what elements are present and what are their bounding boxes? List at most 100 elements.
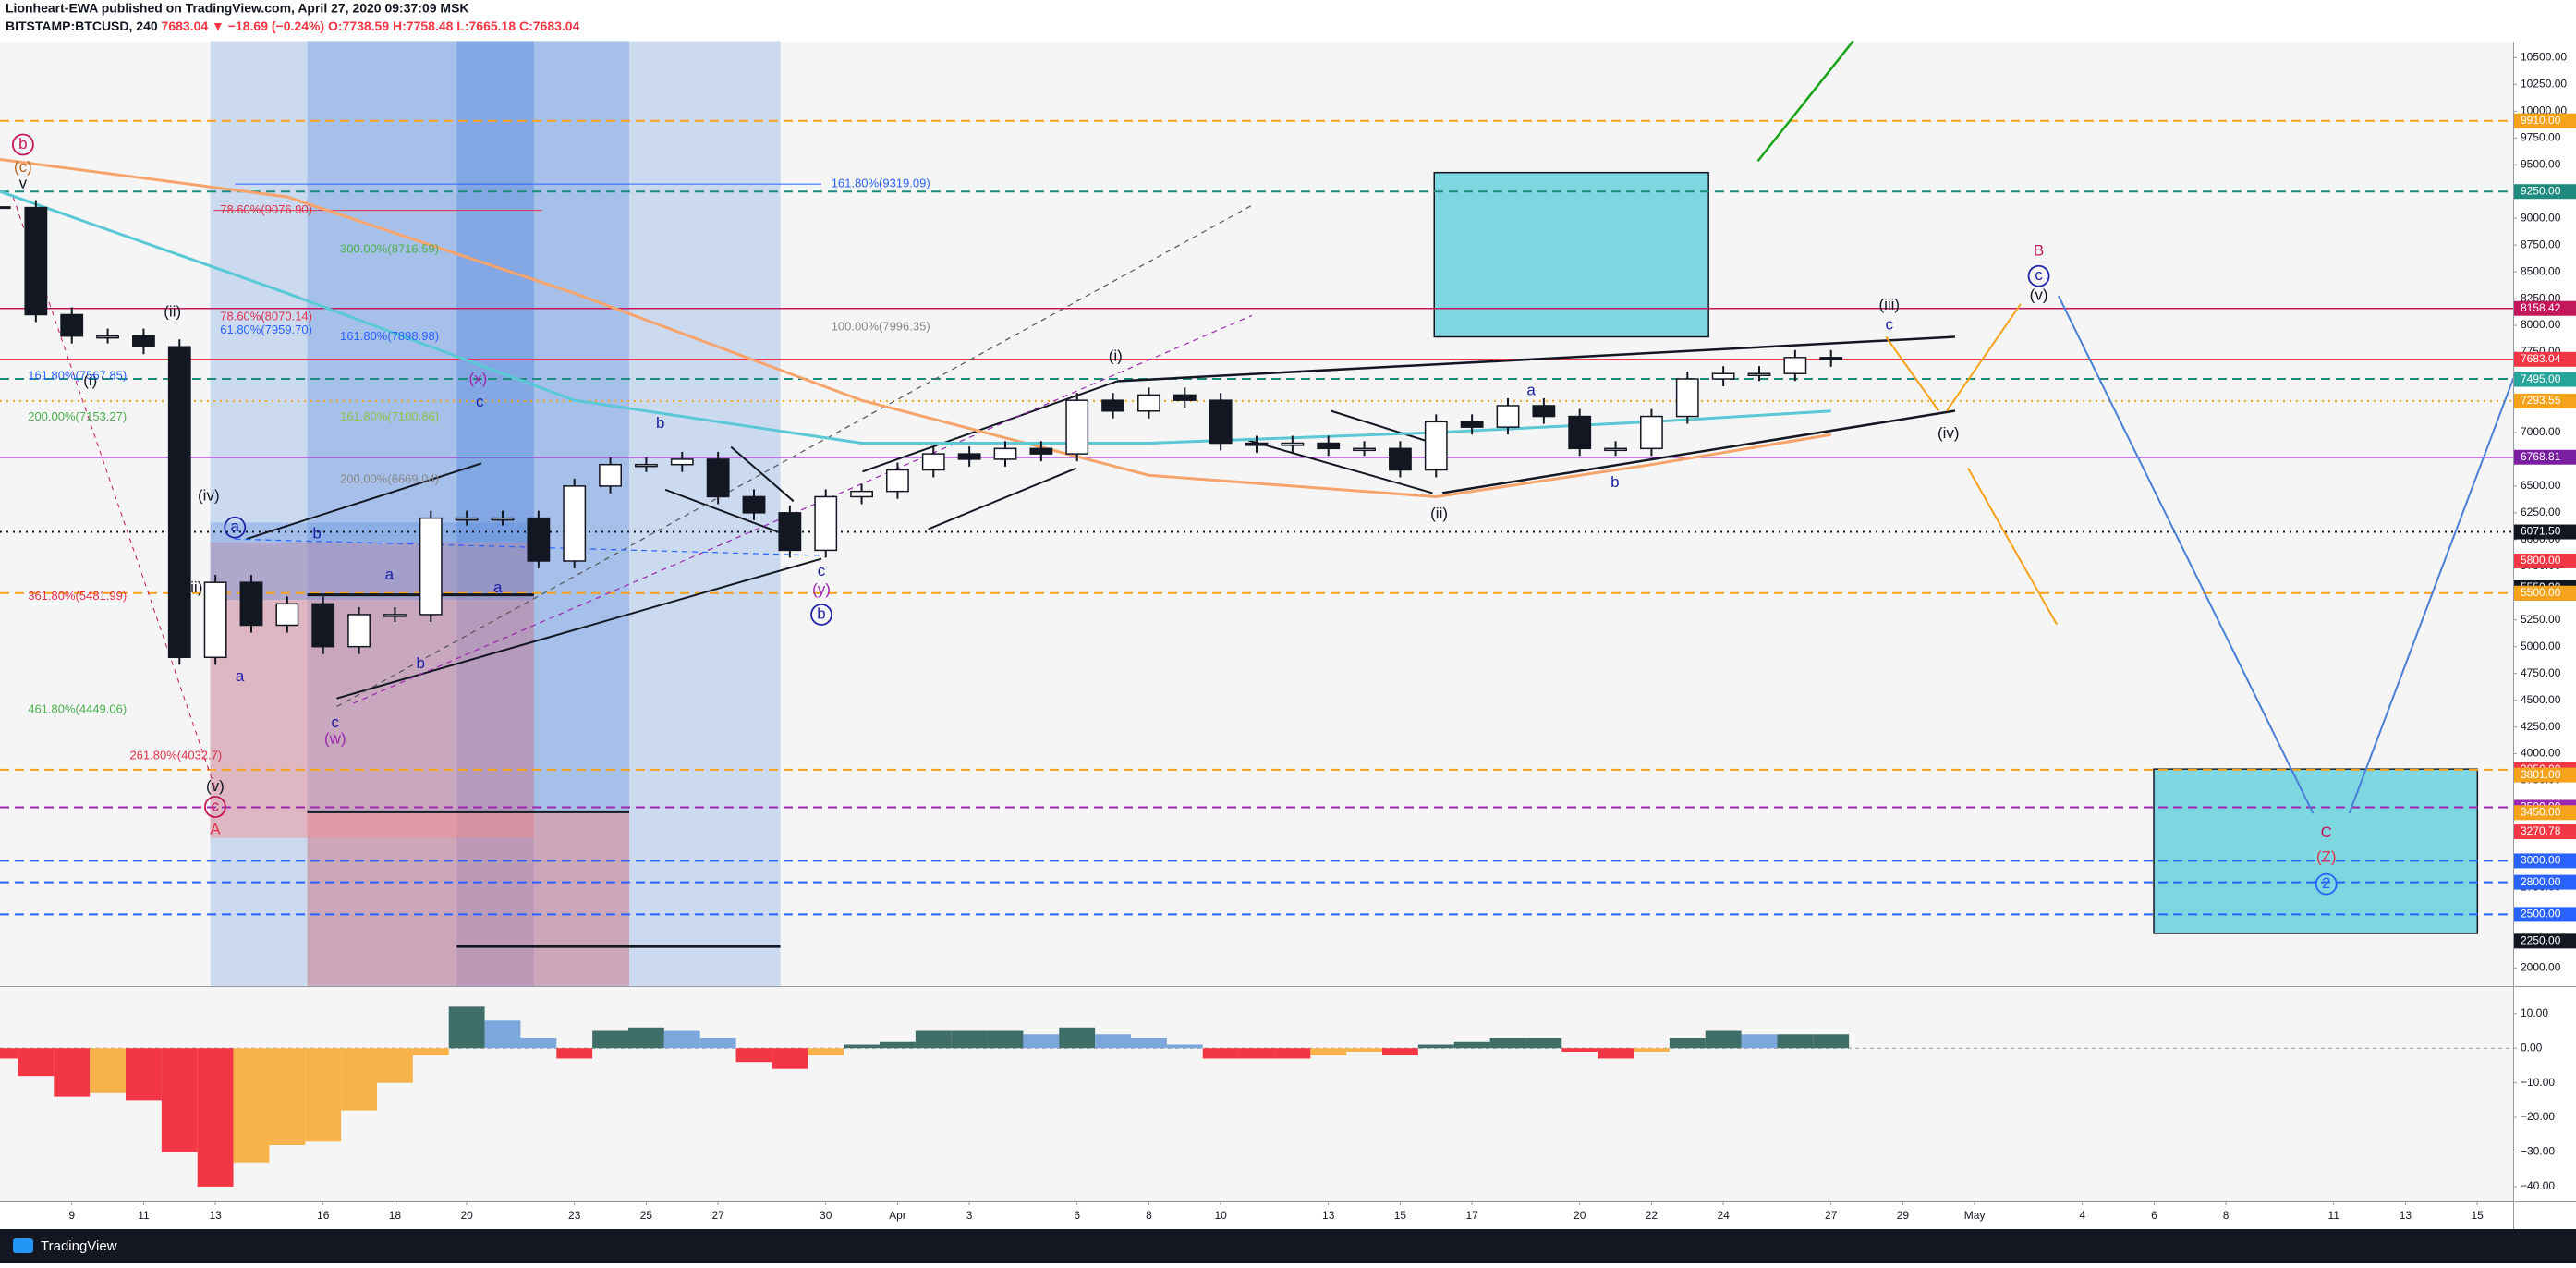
oscillator-bar <box>808 1048 844 1055</box>
oscillator-bar <box>1346 1048 1382 1052</box>
footer-logo <box>13 1238 33 1253</box>
candle <box>527 517 551 562</box>
footer-bar <box>0 1229 2576 1263</box>
oscillator-bar <box>1131 1038 1167 1049</box>
fib-label: 161.80%(9319.09) <box>832 177 930 190</box>
candle <box>1496 405 1520 428</box>
oscillator-bar <box>1453 1041 1490 1049</box>
shaded-zone <box>1433 171 1709 338</box>
x-tick-label: 20 <box>1574 1209 1586 1222</box>
y-tick-label: 10.00 <box>2521 1006 2548 1019</box>
candle <box>1783 357 1807 374</box>
oscillator-bar <box>1274 1048 1311 1059</box>
wave-label: (c) <box>14 158 32 176</box>
wave-circle <box>224 516 247 539</box>
wave-label: v <box>19 175 28 192</box>
trend-line <box>1967 468 2059 626</box>
candle <box>1245 442 1269 446</box>
candle <box>167 346 191 659</box>
fib-label: 100.00%(7996.35) <box>832 319 930 333</box>
oscillator-bar <box>628 1027 664 1049</box>
price-label-box <box>2514 853 2576 869</box>
wave-circle <box>204 796 226 818</box>
price-label-box <box>2514 874 2576 890</box>
candle <box>886 469 909 493</box>
candle <box>1424 421 1448 471</box>
candle <box>1353 447 1376 452</box>
wave-label: (iii) <box>182 579 203 596</box>
price-label-box <box>2514 933 2576 949</box>
oscillator-bar <box>1777 1034 1814 1049</box>
oscillator-bar <box>1634 1048 1670 1052</box>
candle <box>1604 447 1627 452</box>
trend-line <box>1441 409 1956 494</box>
oscillator-bar <box>520 1038 557 1049</box>
fib-label: 161.80%(7567.85) <box>28 369 127 383</box>
y-tick-label: 7000.00 <box>2521 425 2561 438</box>
price-label-box <box>2514 585 2576 601</box>
x-tick-label: 13 <box>1322 1209 1335 1222</box>
candle <box>850 490 873 498</box>
x-tick-label: 17 <box>1465 1209 1478 1222</box>
wave-label: c <box>476 393 484 410</box>
wave-label: (x) <box>469 370 488 387</box>
candle <box>1029 447 1053 455</box>
price-label-box <box>2514 524 2576 540</box>
trend-line <box>928 467 1077 530</box>
y-tick-label: 4250.00 <box>2521 720 2561 733</box>
candle <box>706 458 730 498</box>
price-label: 3270.78 <box>2521 824 2561 837</box>
oscillator-bar <box>844 1044 880 1049</box>
wave-label: b <box>656 414 664 432</box>
candle <box>1675 378 1699 418</box>
oscillator-bar <box>915 1030 952 1049</box>
y-tick-label: 9000.00 <box>2521 211 2561 224</box>
candle <box>60 313 84 337</box>
oscillator-bar <box>772 1048 808 1069</box>
wave-label: a <box>236 667 245 685</box>
candle <box>814 495 838 552</box>
candle <box>1317 442 1341 450</box>
price-label-box <box>2514 824 2576 840</box>
oscillator-bar <box>0 1048 18 1059</box>
oscillator-bar <box>1489 1038 1526 1049</box>
y-tick-label: 4000.00 <box>2521 747 2561 760</box>
price-label-box <box>2514 767 2576 783</box>
wave-label: b <box>312 524 321 542</box>
oscillator-bar <box>1561 1048 1598 1052</box>
candle <box>203 581 227 659</box>
trend-line <box>235 538 822 556</box>
wave-label: C <box>2321 823 2332 841</box>
header-author: Lionheart-EWA published on TradingView.c… <box>6 1 469 16</box>
candle <box>957 453 981 460</box>
candle <box>1389 447 1412 471</box>
oscillator-bar <box>1417 1044 1454 1049</box>
candle <box>921 453 945 471</box>
oscillator-bar <box>699 1038 736 1049</box>
price-label-box <box>2514 372 2576 387</box>
oscillator-bar <box>161 1048 198 1152</box>
oscillator-bar <box>1741 1034 1778 1049</box>
oscillator-bar <box>412 1048 449 1055</box>
x-tick-label: 11 <box>2327 1209 2339 1222</box>
trend-line <box>664 488 797 541</box>
x-tick-label: 15 <box>1394 1209 1407 1222</box>
candle <box>1532 405 1556 418</box>
candle <box>419 517 443 616</box>
candle <box>1173 394 1197 401</box>
wave-label: b <box>1610 473 1619 491</box>
oscillator-bar <box>1813 1034 1850 1049</box>
trend-line <box>336 557 822 700</box>
header-quote-line: BITSTAMP:BTCUSD, 240 7683.04 ▼ −18.69 (−… <box>6 18 580 33</box>
oscillator-bar <box>1238 1048 1275 1059</box>
wave-circle <box>11 133 34 156</box>
y-tick-label: 0.00 <box>2521 1041 2543 1054</box>
oscillator-bar <box>1525 1038 1562 1049</box>
oscillator-bar <box>197 1048 234 1187</box>
oscillator-bar <box>663 1030 700 1049</box>
price-label-box <box>2514 351 2576 367</box>
candle <box>742 495 766 514</box>
oscillator-bar <box>1598 1048 1634 1059</box>
price-label-box <box>2514 907 2576 922</box>
